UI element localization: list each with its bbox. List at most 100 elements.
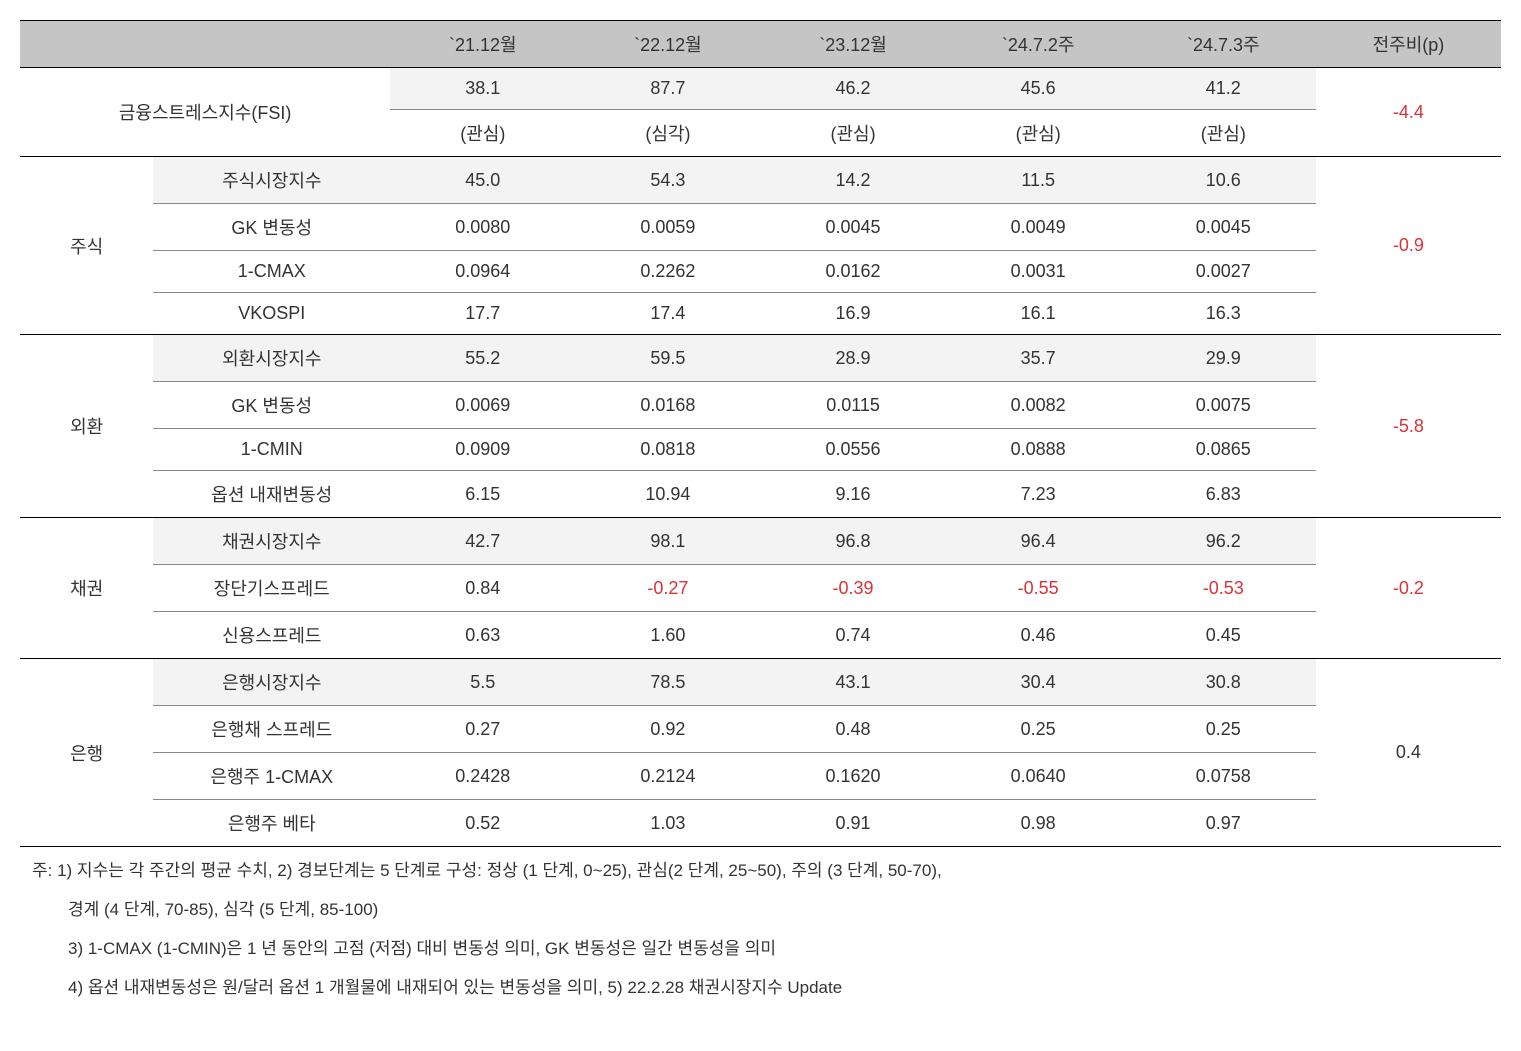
data-cell: 0.0080 <box>390 204 575 251</box>
data-cell: 0.0818 <box>575 429 760 471</box>
footnote-line: 3) 1-CMAX (1-CMIN)은 1 년 동안의 고점 (저점) 대비 변… <box>20 935 1501 964</box>
data-cell: 0.0075 <box>1131 382 1316 429</box>
data-cell: 0.2262 <box>575 251 760 293</box>
data-cell: 0.2124 <box>575 753 760 800</box>
fsi-value: 45.6 <box>946 68 1131 110</box>
data-cell: 0.0115 <box>760 382 945 429</box>
data-cell: 0.0909 <box>390 429 575 471</box>
table-row: 채권채권시장지수42.798.196.896.496.2-0.2 <box>20 518 1501 565</box>
data-cell: 14.2 <box>760 157 945 204</box>
data-cell: 16.1 <box>946 293 1131 335</box>
section-label: 외환 <box>20 335 153 518</box>
metric-label: 은행주 1-CMAX <box>153 753 390 800</box>
section-label: 은행 <box>20 659 153 847</box>
section-label: 채권 <box>20 518 153 659</box>
data-cell: -0.55 <box>946 565 1131 612</box>
data-cell: 0.0045 <box>1131 204 1316 251</box>
data-cell: 54.3 <box>575 157 760 204</box>
fsi-level: (관심) <box>946 110 1131 157</box>
table-row: 은행주 베타0.521.030.910.980.97 <box>20 800 1501 847</box>
metric-label: GK 변동성 <box>153 382 390 429</box>
metric-label: 신용스프레드 <box>153 612 390 659</box>
fsi-label: 금융스트레스지수(FSI) <box>20 68 390 157</box>
data-cell: 0.97 <box>1131 800 1316 847</box>
data-cell: 11.5 <box>946 157 1131 204</box>
data-cell: 0.0964 <box>390 251 575 293</box>
data-cell: 0.1620 <box>760 753 945 800</box>
table-row: 외환외환시장지수55.259.528.935.729.9-5.8 <box>20 335 1501 382</box>
section-change: -5.8 <box>1316 335 1501 518</box>
metric-label: 은행시장지수 <box>153 659 390 706</box>
data-cell: 1.03 <box>575 800 760 847</box>
data-cell: 10.6 <box>1131 157 1316 204</box>
table-row: 옵션 내재변동성6.1510.949.167.236.83 <box>20 471 1501 518</box>
data-cell: 0.92 <box>575 706 760 753</box>
data-cell: 59.5 <box>575 335 760 382</box>
data-cell: 29.9 <box>1131 335 1316 382</box>
data-cell: 96.8 <box>760 518 945 565</box>
data-cell: 55.2 <box>390 335 575 382</box>
data-cell: 35.7 <box>946 335 1131 382</box>
header-row: `21.12월 `22.12월 `23.12월 `24.7.2주 `24.7.3… <box>20 21 1501 68</box>
data-cell: 0.63 <box>390 612 575 659</box>
table-row: 장단기스프레드0.84-0.27-0.39-0.55-0.53 <box>20 565 1501 612</box>
table-row: 신용스프레드0.631.600.740.460.45 <box>20 612 1501 659</box>
data-cell: 0.91 <box>760 800 945 847</box>
data-cell: 45.0 <box>390 157 575 204</box>
fsi-row-values: 금융스트레스지수(FSI)38.187.746.245.641.2-4.4 <box>20 68 1501 110</box>
metric-label: 1-CMIN <box>153 429 390 471</box>
data-cell: 16.9 <box>760 293 945 335</box>
table-row: GK 변동성0.00690.01680.01150.00820.0075 <box>20 382 1501 429</box>
fsi-value: 41.2 <box>1131 68 1316 110</box>
table-row: 은행은행시장지수5.578.543.130.430.80.4 <box>20 659 1501 706</box>
metric-label: 은행주 베타 <box>153 800 390 847</box>
data-cell: 43.1 <box>760 659 945 706</box>
metric-label: 외환시장지수 <box>153 335 390 382</box>
data-cell: 10.94 <box>575 471 760 518</box>
data-cell: 1.60 <box>575 612 760 659</box>
data-cell: 0.25 <box>946 706 1131 753</box>
fsi-change: -4.4 <box>1316 68 1501 157</box>
data-cell: 0.0027 <box>1131 251 1316 293</box>
footnote-line: 경계 (4 단계, 70-85), 심각 (5 단계, 85-100) <box>20 896 1501 925</box>
footnote-line: 주: 1) 지수는 각 주간의 평균 수치, 2) 경보단계는 5 단계로 구성… <box>20 857 1501 886</box>
metric-label: VKOSPI <box>153 293 390 335</box>
data-cell: 0.0049 <box>946 204 1131 251</box>
data-cell: 7.23 <box>946 471 1131 518</box>
data-cell: 16.3 <box>1131 293 1316 335</box>
data-cell: 0.2428 <box>390 753 575 800</box>
data-cell: 0.0758 <box>1131 753 1316 800</box>
col-header: `21.12월 <box>390 21 575 68</box>
data-cell: 0.46 <box>946 612 1131 659</box>
data-cell: 78.5 <box>575 659 760 706</box>
fsi-value: 38.1 <box>390 68 575 110</box>
data-cell: 0.45 <box>1131 612 1316 659</box>
data-cell: 30.4 <box>946 659 1131 706</box>
section-change: -0.9 <box>1316 157 1501 335</box>
fsi-level: (관심) <box>390 110 575 157</box>
data-cell: 17.7 <box>390 293 575 335</box>
data-cell: 6.83 <box>1131 471 1316 518</box>
data-cell: 0.0865 <box>1131 429 1316 471</box>
data-cell: -0.27 <box>575 565 760 612</box>
data-cell: 0.0162 <box>760 251 945 293</box>
fsi-value: 87.7 <box>575 68 760 110</box>
fsi-table: `21.12월 `22.12월 `23.12월 `24.7.2주 `24.7.3… <box>20 20 1501 847</box>
data-cell: 0.0168 <box>575 382 760 429</box>
data-cell: 0.0059 <box>575 204 760 251</box>
metric-label: 은행채 스프레드 <box>153 706 390 753</box>
data-cell: 96.4 <box>946 518 1131 565</box>
col-header: 전주비(p) <box>1316 21 1501 68</box>
table-row: 1-CMAX0.09640.22620.01620.00310.0027 <box>20 251 1501 293</box>
section-change: -0.2 <box>1316 518 1501 659</box>
section-label: 주식 <box>20 157 153 335</box>
data-cell: 30.8 <box>1131 659 1316 706</box>
metric-label: GK 변동성 <box>153 204 390 251</box>
footnote-line: 4) 옵션 내재변동성은 원/달러 옵션 1 개월물에 내재되어 있는 변동성을… <box>20 974 1501 1003</box>
section-change: 0.4 <box>1316 659 1501 847</box>
col-header: `24.7.2주 <box>946 21 1131 68</box>
col-header: `23.12월 <box>760 21 945 68</box>
metric-label: 채권시장지수 <box>153 518 390 565</box>
data-cell: 0.0069 <box>390 382 575 429</box>
data-cell: 5.5 <box>390 659 575 706</box>
